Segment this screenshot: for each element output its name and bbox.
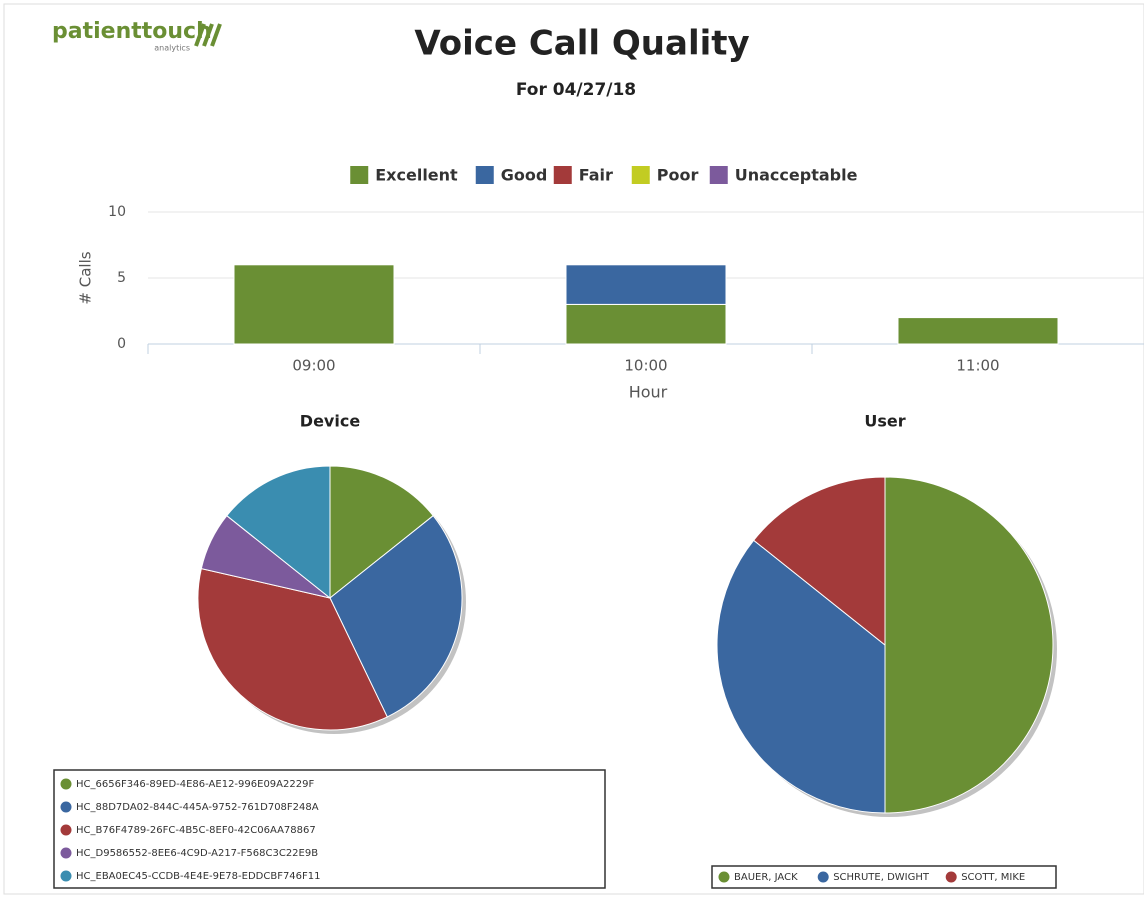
bar-segment xyxy=(565,264,727,305)
x-tick-label: 11:00 xyxy=(956,357,999,375)
legend-marker xyxy=(60,778,72,790)
legend-marker xyxy=(945,871,957,883)
bar-segment xyxy=(233,264,395,345)
legend-label: Excellent xyxy=(375,166,458,185)
pie-slice xyxy=(752,476,886,647)
y-tick-label: 10 xyxy=(108,204,126,220)
pie-slice xyxy=(329,514,463,718)
y-tick-label: 0 xyxy=(117,336,126,352)
legend-label: HC_D9586552-8EE6-4C9D-A217-F568C3C22E9B xyxy=(76,848,318,859)
pie-slice xyxy=(884,476,1054,814)
logo: patienttouch xyxy=(52,19,212,44)
legend-label: Good xyxy=(501,166,548,185)
x-tick-label: 09:00 xyxy=(292,357,335,375)
pie-slice xyxy=(716,539,886,814)
legend-marker xyxy=(60,824,72,836)
legend-marker xyxy=(60,801,72,813)
legend-marker xyxy=(60,870,72,882)
legend-box xyxy=(53,769,606,889)
bar-segment xyxy=(897,317,1059,345)
legend-label: HC_EBA0EC45-CCDB-4E4E-9E78-EDDCBF746F11 xyxy=(76,871,321,882)
pie-title: User xyxy=(864,412,905,431)
legend-swatch xyxy=(631,166,650,184)
pie-slice xyxy=(226,465,331,600)
page-subtitle: For 04/27/18 xyxy=(516,80,636,100)
legend-label: SCOTT, MIKE xyxy=(961,872,1025,883)
page-title: Voice Call Quality xyxy=(414,24,749,64)
pie-title: Device xyxy=(300,412,361,431)
legend-marker xyxy=(817,871,829,883)
legend-label: Poor xyxy=(657,166,699,185)
legend-label: HC_B76F4789-26FC-4B5C-8EF0-42C06AA78867 xyxy=(76,825,316,836)
legend-swatch xyxy=(475,166,494,184)
legend-label: HC_88D7DA02-844C-445A-9752-761D708F248A xyxy=(76,802,319,813)
legend-box xyxy=(711,865,1057,889)
y-axis-label: # Calls xyxy=(77,251,95,304)
legend-label: Unacceptable xyxy=(735,166,858,185)
x-axis-label: Hour xyxy=(629,383,668,402)
legend-marker xyxy=(60,847,72,859)
legend-swatch xyxy=(553,166,572,184)
x-tick-label: 10:00 xyxy=(624,357,667,375)
legend-swatch xyxy=(350,166,369,184)
pie-slice xyxy=(329,465,434,600)
bar-segment xyxy=(565,303,727,345)
legend-label: Fair xyxy=(579,166,613,185)
logo-mark xyxy=(194,23,222,47)
y-tick-label: 5 xyxy=(117,270,126,286)
legend-label: SCHRUTE, DWIGHT xyxy=(833,872,930,883)
legend-swatch xyxy=(709,166,728,184)
legend-label: BAUER, JACK xyxy=(734,872,798,883)
legend-marker xyxy=(718,871,730,883)
legend-label: HC_6656F346-89ED-4E86-AE12-996E09A2229F xyxy=(76,779,314,790)
logo-sub: analytics xyxy=(154,44,190,53)
pie-slice xyxy=(197,568,388,731)
